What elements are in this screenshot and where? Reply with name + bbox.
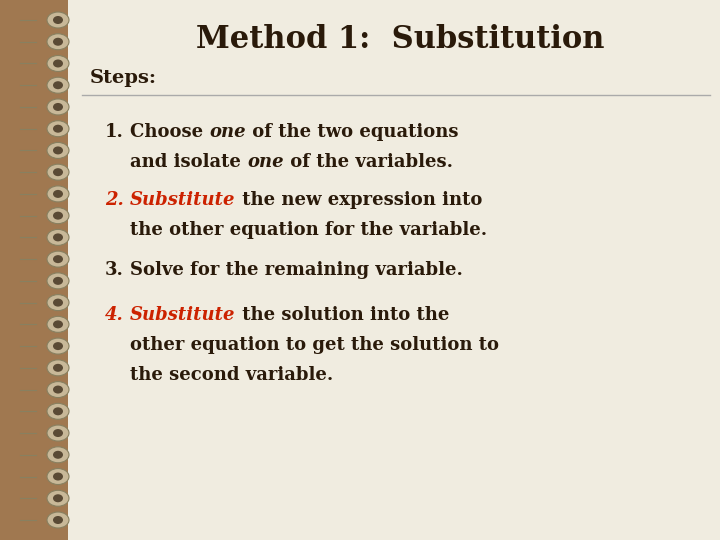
Text: the new expression into: the new expression into (235, 191, 482, 209)
Ellipse shape (53, 233, 63, 241)
Ellipse shape (47, 447, 69, 463)
Text: Substitute: Substitute (130, 191, 235, 209)
Ellipse shape (53, 342, 63, 350)
Text: Steps:: Steps: (90, 69, 157, 87)
Ellipse shape (47, 186, 69, 202)
Ellipse shape (53, 494, 63, 502)
Ellipse shape (47, 360, 69, 376)
Ellipse shape (53, 299, 63, 307)
Ellipse shape (53, 255, 63, 263)
Ellipse shape (53, 407, 63, 415)
Ellipse shape (47, 403, 69, 419)
Ellipse shape (53, 125, 63, 133)
Ellipse shape (47, 469, 69, 484)
Ellipse shape (47, 230, 69, 245)
Ellipse shape (53, 429, 63, 437)
Ellipse shape (47, 382, 69, 397)
Ellipse shape (47, 338, 69, 354)
Ellipse shape (53, 146, 63, 154)
Ellipse shape (47, 273, 69, 289)
Ellipse shape (47, 251, 69, 267)
Ellipse shape (53, 472, 63, 481)
Ellipse shape (53, 386, 63, 394)
Text: of the two equations: of the two equations (246, 123, 459, 141)
Text: other equation to get the solution to: other equation to get the solution to (130, 336, 499, 354)
Ellipse shape (47, 425, 69, 441)
Ellipse shape (53, 451, 63, 459)
Ellipse shape (53, 212, 63, 220)
Text: one: one (247, 153, 284, 171)
Ellipse shape (47, 56, 69, 71)
Ellipse shape (47, 121, 69, 137)
Ellipse shape (53, 38, 63, 46)
Text: one: one (210, 123, 246, 141)
Ellipse shape (53, 16, 63, 24)
Ellipse shape (47, 512, 69, 528)
Text: 3.: 3. (105, 261, 124, 279)
Ellipse shape (47, 164, 69, 180)
Text: 2.: 2. (105, 191, 124, 209)
Ellipse shape (47, 77, 69, 93)
Ellipse shape (47, 33, 69, 50)
Ellipse shape (47, 208, 69, 224)
Text: Choose: Choose (130, 123, 210, 141)
Ellipse shape (47, 99, 69, 115)
Ellipse shape (47, 12, 69, 28)
Ellipse shape (53, 190, 63, 198)
Ellipse shape (53, 103, 63, 111)
Text: 4.: 4. (105, 306, 124, 324)
Text: 1.: 1. (105, 123, 124, 141)
Text: Solve for the remaining variable.: Solve for the remaining variable. (130, 261, 463, 279)
Text: of the variables.: of the variables. (284, 153, 453, 171)
Ellipse shape (47, 490, 69, 507)
Ellipse shape (47, 295, 69, 310)
Ellipse shape (53, 81, 63, 89)
Ellipse shape (53, 59, 63, 68)
Text: Method 1:  Substitution: Method 1: Substitution (196, 24, 604, 56)
Bar (0, 0, 68, 540)
Text: and isolate: and isolate (130, 153, 247, 171)
Ellipse shape (47, 316, 69, 332)
Text: the other equation for the variable.: the other equation for the variable. (130, 221, 487, 239)
Text: the solution into the: the solution into the (235, 306, 449, 324)
Ellipse shape (53, 364, 63, 372)
Ellipse shape (53, 277, 63, 285)
Ellipse shape (53, 168, 63, 176)
Ellipse shape (47, 143, 69, 158)
Text: Substitute: Substitute (130, 306, 235, 324)
Ellipse shape (53, 320, 63, 328)
Ellipse shape (53, 516, 63, 524)
Text: the second variable.: the second variable. (130, 366, 333, 384)
